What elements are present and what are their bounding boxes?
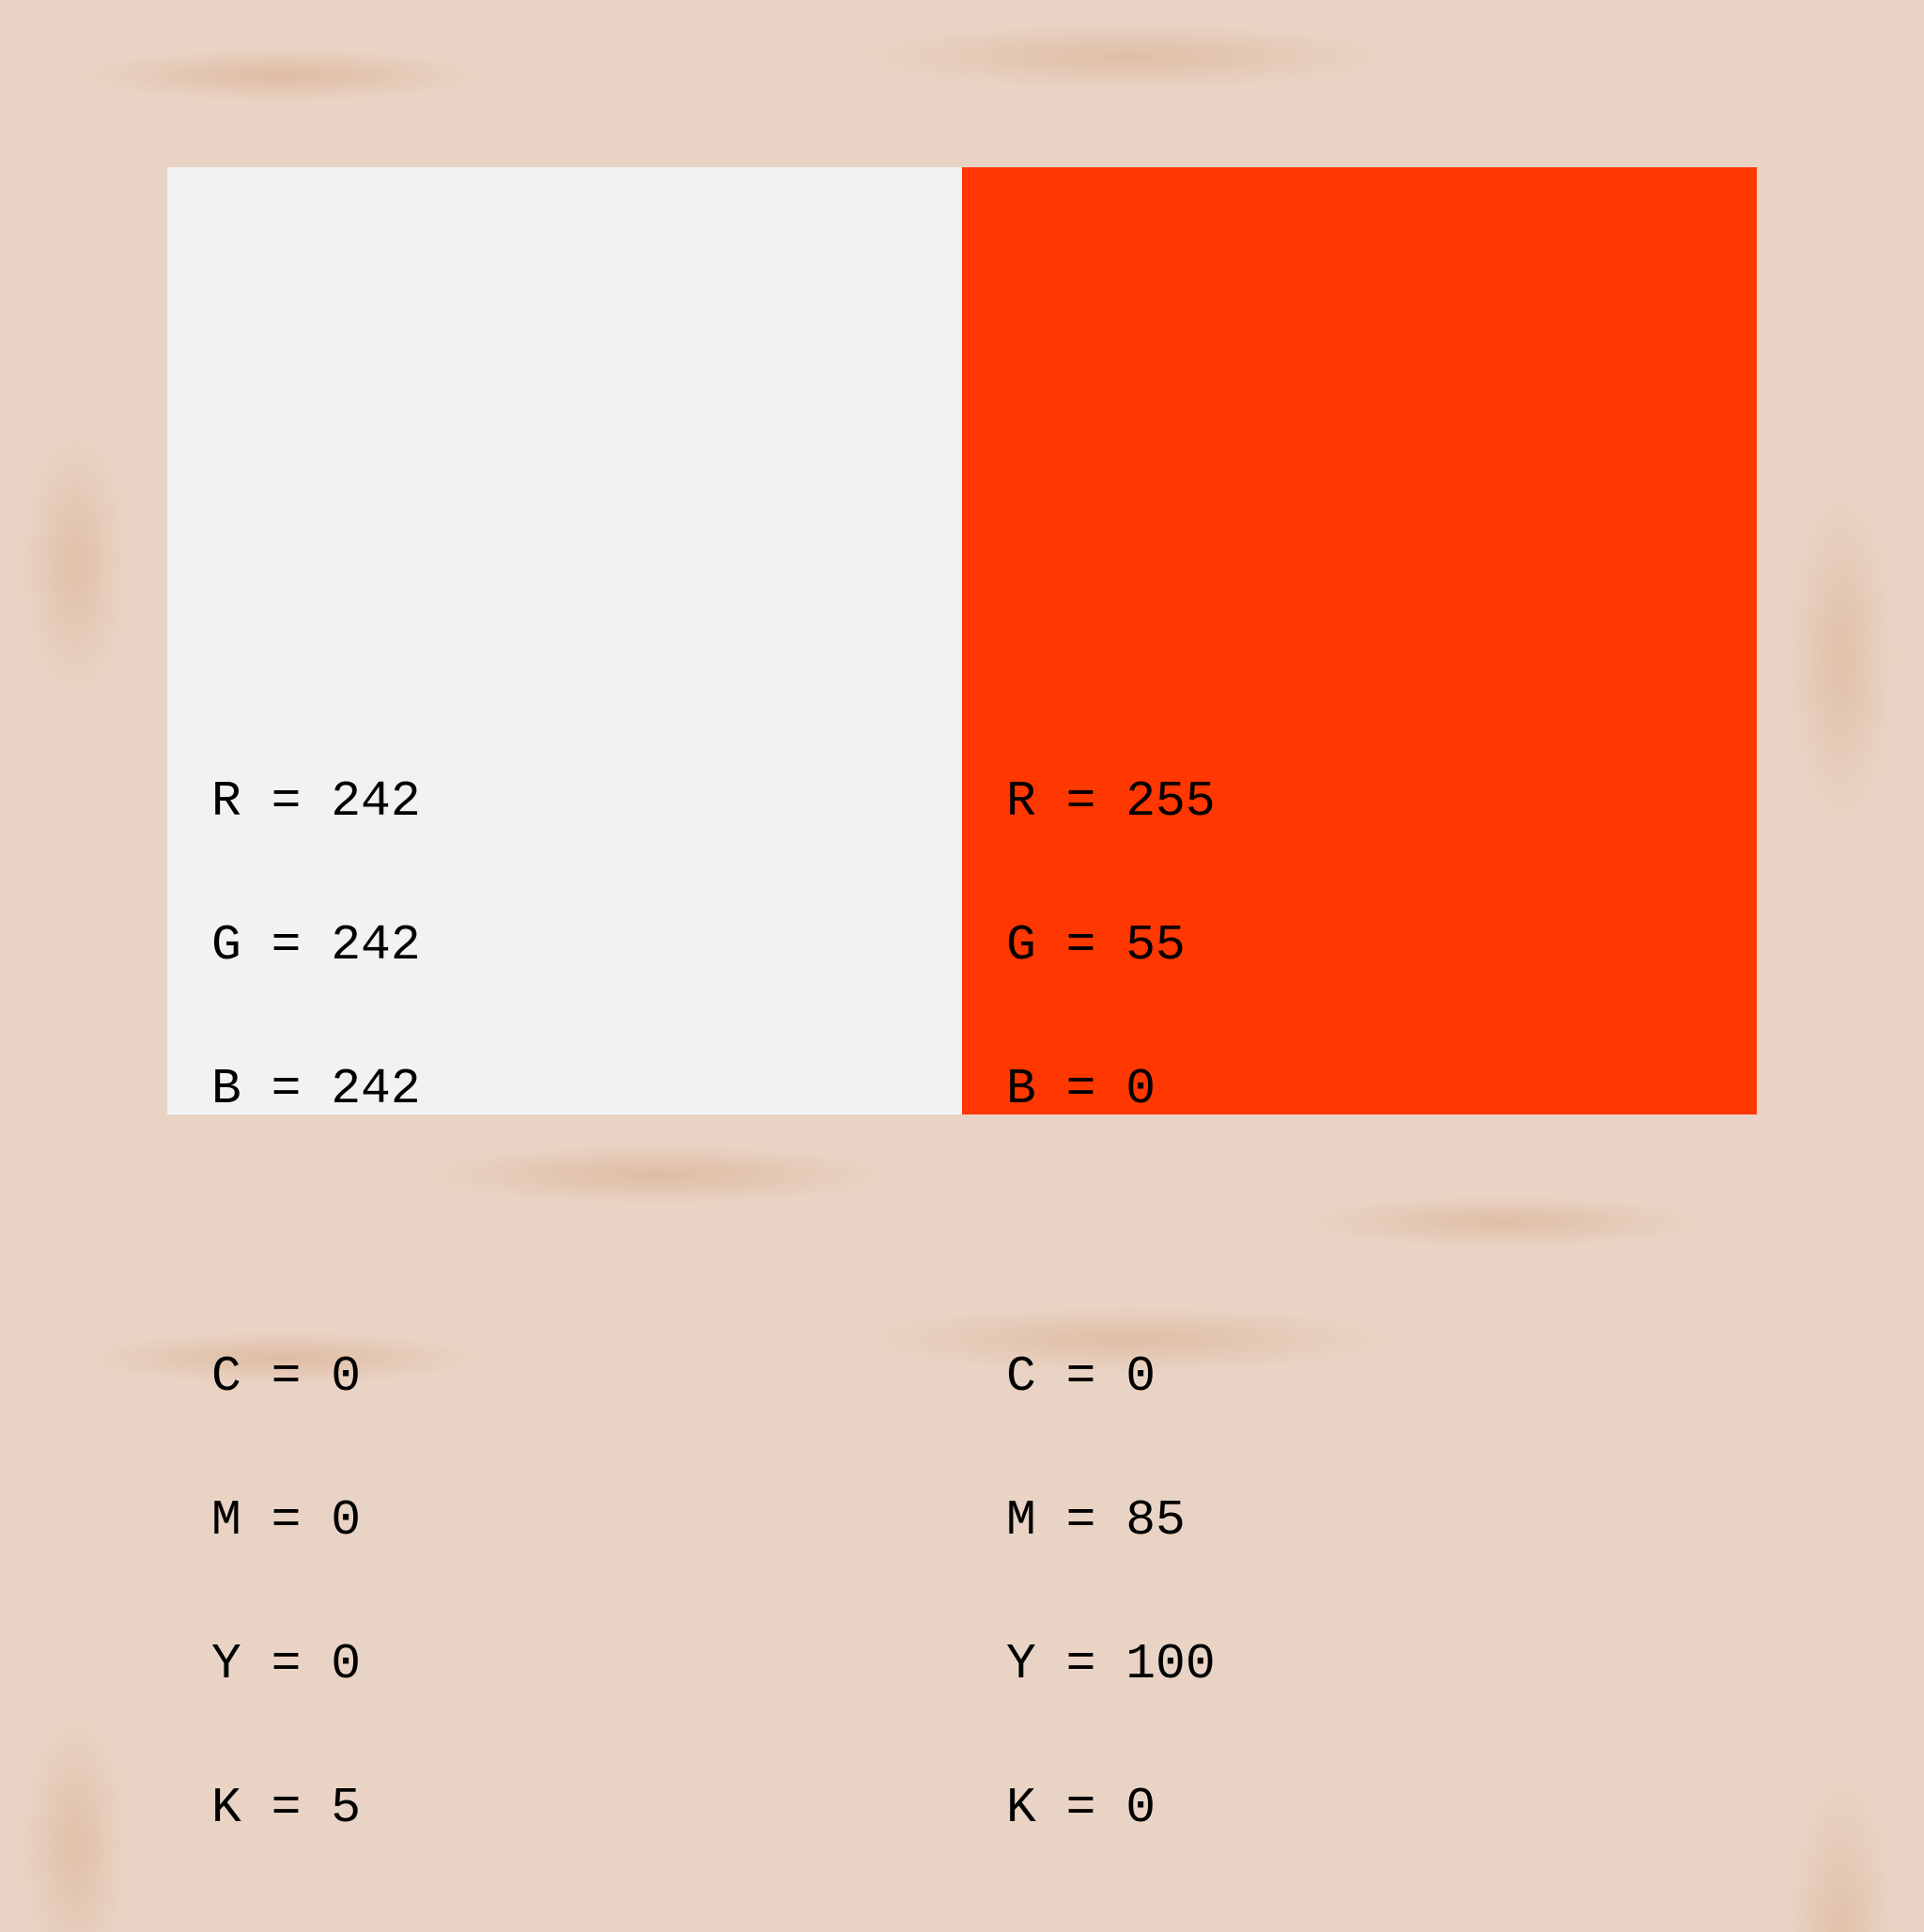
cmyk-y: Y = 100	[1006, 1636, 1216, 1692]
rgb-g: G = 242	[211, 917, 421, 974]
rgb-g: G = 55	[1006, 917, 1186, 974]
cmyk-c: C = 0	[211, 1348, 362, 1405]
cmyk-k: K = 0	[1006, 1780, 1156, 1836]
cmyk-c: C = 0	[1006, 1348, 1156, 1405]
rgb-b: B = 242	[211, 1061, 421, 1117]
rgb-r: R = 255	[1006, 773, 1216, 830]
color-values: R = 255 G = 55 B = 0 C = 0 M = 85 Y = 10…	[1006, 682, 1216, 1928]
color-values: R = 242 G = 242 B = 242 C = 0 M = 0 Y = …	[211, 682, 421, 1928]
cmyk-y: Y = 0	[211, 1636, 362, 1692]
swatch-orange-red: R = 255 G = 55 B = 0 C = 0 M = 85 Y = 10…	[962, 167, 1757, 1833]
cmyk-k: K = 5	[211, 1780, 362, 1836]
rgb-b: B = 0	[1006, 1061, 1156, 1117]
cmyk-m: M = 85	[1006, 1492, 1186, 1549]
cmyk-m: M = 0	[211, 1492, 362, 1549]
swatch-light-grey: R = 242 G = 242 B = 242 C = 0 M = 0 Y = …	[167, 167, 962, 1833]
rgb-r: R = 242	[211, 773, 421, 830]
